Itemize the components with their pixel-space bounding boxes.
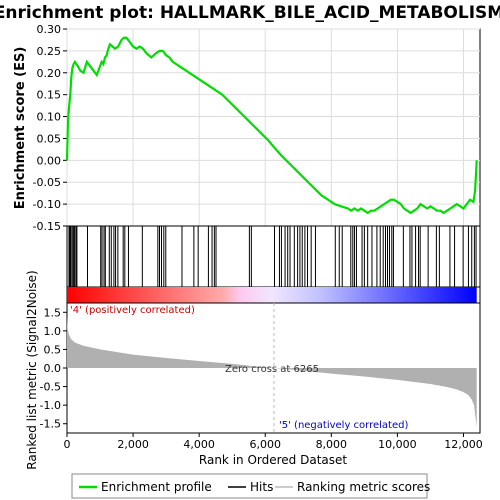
zero-cross-label: Zero cross at 6265: [225, 364, 319, 375]
ranking-metric-area: [67, 316, 477, 428]
legend: Enrichment profile Hits Ranking metric s…: [71, 473, 430, 499]
chart-title: Enrichment plot: HALLMARK_BILE_ACID_META…: [0, 3, 500, 23]
es-panel-frame: [66, 28, 481, 227]
legend-hits-label: Hits: [250, 480, 273, 494]
rank-color-bar: [66, 286, 481, 304]
hits-panel: [66, 225, 481, 288]
es-ytick-label: -0.15: [33, 220, 61, 233]
x-axis-ticks: 0 2,000 4,000 6,000 8,000 10,000 12,000: [64, 433, 483, 451]
negative-correlation-label: '5' (negatively correlated): [279, 420, 408, 431]
es-ytick-label: -0.05: [33, 176, 61, 189]
es-ytick-label: 0.25: [37, 45, 62, 58]
positive-correlation-label: '4' (positively correlated): [70, 305, 195, 316]
es-ytick-label: 0.00: [37, 154, 62, 167]
es-panel: 0.30 0.25 0.20 0.15 0.10 0.05 0.00 -0.05 -0.10 -0…: [13, 23, 481, 233]
metric-ytick-label: -1.0: [40, 399, 61, 412]
legend-metric-label: Ranking metric scores: [297, 480, 430, 494]
xtick-label: 8,000: [316, 438, 348, 451]
metric-ytick-label: -0.5: [40, 381, 61, 394]
xtick-label: 0: [64, 438, 71, 451]
x-axis-label: Rank in Ordered Dataset: [199, 453, 347, 467]
es-y-axis-label: Enrichment score (ES): [13, 47, 28, 210]
es-ytick-label: 0.05: [37, 132, 62, 145]
hit-ticks: [68, 226, 477, 287]
es-ytick-label: 0.10: [37, 111, 62, 124]
metric-ytick-label: -1.5: [40, 418, 61, 431]
metric-yticks: 1.5 1.0 0.5 0.0 -0.5 -1.0 -1.5: [40, 306, 67, 431]
legend-profile-label: Enrichment profile: [101, 480, 212, 494]
legend-box: [71, 473, 428, 499]
es-ytick-label: 0.30: [37, 23, 62, 36]
xtick-label: 2,000: [117, 438, 149, 451]
metric-panel: 1.5 1.0 0.5 0.0 -0.5 -1.0 -1.5 '4' (positively…: [25, 270, 481, 470]
xtick-label: 10,000: [378, 438, 417, 451]
metric-ytick-label: 0.5: [44, 343, 62, 356]
es-yticks: 0.30 0.25 0.20 0.15 0.10 0.05 0.00 -0.05 -0.10 -0…: [33, 23, 67, 233]
es-ytick-label: -0.10: [33, 198, 61, 211]
metric-y-axis-label: Ranked list metric (Signal2Noise): [25, 270, 39, 469]
hits-panel-frame: [66, 225, 481, 288]
metric-ytick-label: 0.0: [44, 362, 62, 375]
metric-ytick-label: 1.0: [44, 325, 62, 338]
xtick-label: 4,000: [183, 438, 215, 451]
xtick-label: 6,000: [249, 438, 281, 451]
xtick-label: 12,000: [444, 438, 483, 451]
es-ytick-label: 0.20: [37, 67, 62, 80]
enrichment-profile-line: [65, 36, 478, 215]
es-ytick-label: 0.15: [37, 89, 62, 102]
es-grid: [66, 28, 480, 227]
metric-ytick-label: 1.5: [44, 306, 62, 319]
rank-color-gradient: [67, 287, 477, 303]
